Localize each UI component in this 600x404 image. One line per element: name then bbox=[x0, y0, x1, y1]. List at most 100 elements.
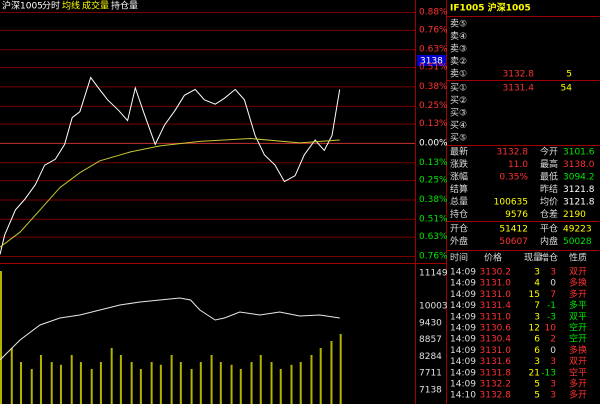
trade-price: 3131.0 bbox=[480, 312, 512, 322]
y-tick-label: 0.00% bbox=[419, 138, 448, 148]
volume-bar bbox=[159, 364, 162, 404]
volume-bar bbox=[250, 362, 253, 404]
stat-value: 100635 bbox=[494, 198, 528, 208]
volume-bar bbox=[270, 362, 273, 404]
tab[interactable]: 成交量 bbox=[82, 0, 109, 12]
trade-time: 14:09 bbox=[450, 324, 476, 334]
trade-volume: 12 bbox=[529, 324, 540, 334]
trade-change: 2 bbox=[550, 335, 556, 345]
stat-value: 49223 bbox=[563, 225, 592, 235]
volume-bar bbox=[330, 341, 333, 404]
stat-label: 内盘 bbox=[540, 235, 558, 247]
trade-time: 14:09 bbox=[450, 368, 476, 378]
volume-bar bbox=[179, 362, 182, 404]
y-tick-label: 0.25% bbox=[419, 101, 448, 111]
stat-value: 3121.8 bbox=[563, 198, 595, 208]
volume-bar bbox=[219, 362, 222, 404]
trade-time: 14:09 bbox=[450, 290, 476, 300]
stat-value: 3101.6 bbox=[563, 148, 595, 158]
trade-time: 14:09 bbox=[450, 268, 476, 278]
stat-label: 昨结 bbox=[540, 183, 558, 195]
y-tick-label: 0.76% bbox=[419, 25, 448, 35]
trade-volume: 21 bbox=[529, 368, 540, 378]
trade-time: 14:09 bbox=[450, 279, 476, 289]
trade-price: 3130.4 bbox=[480, 335, 512, 345]
symbol: 沪深1005 bbox=[2, 0, 43, 12]
trade-header: 价格 bbox=[484, 252, 502, 264]
volume-bar bbox=[239, 369, 242, 404]
trade-volume: 3 bbox=[534, 312, 540, 322]
trade-change: 7 bbox=[550, 290, 556, 300]
trade-price: 3131.6 bbox=[480, 357, 512, 367]
y-tick-label: 0.63% bbox=[419, 45, 448, 55]
stat-value: 2190 bbox=[563, 210, 586, 220]
book-volume: 54 bbox=[561, 84, 573, 94]
trade-volume: 5 bbox=[534, 380, 540, 390]
volume-bar bbox=[50, 362, 53, 404]
y-tick-label: 0.51% bbox=[419, 63, 448, 73]
trade-type: 双开 bbox=[569, 356, 587, 367]
volume-bar bbox=[259, 355, 262, 404]
volume-bar bbox=[319, 348, 322, 404]
book-label: 卖⑤ bbox=[450, 19, 467, 30]
volume-bar bbox=[19, 362, 22, 404]
trade-price: 3131.0 bbox=[480, 346, 512, 356]
trade-time: 14:09 bbox=[450, 312, 476, 322]
stat-value: 3132.8 bbox=[497, 148, 529, 158]
book-label: 卖① bbox=[450, 69, 467, 80]
y-tick-label: 0.38% bbox=[419, 195, 448, 205]
stat-value: 11.0 bbox=[508, 160, 528, 170]
tab[interactable]: 分时 bbox=[42, 0, 60, 12]
stat-label: 持仓 bbox=[450, 208, 468, 220]
trade-type: 多换 bbox=[569, 277, 587, 289]
book-label: 卖② bbox=[450, 56, 467, 67]
tab[interactable]: 均线 bbox=[62, 0, 80, 12]
trade-change: 0 bbox=[550, 279, 556, 289]
book-label: 卖③ bbox=[450, 44, 467, 55]
trade-header: 现量 bbox=[524, 253, 542, 264]
trade-type: 空平 bbox=[569, 366, 587, 378]
trade-price: 3131.0 bbox=[480, 290, 512, 300]
trade-time: 14:09 bbox=[450, 346, 476, 356]
volume-bar bbox=[59, 364, 62, 404]
trade-change: 3 bbox=[550, 380, 556, 390]
volume-bar bbox=[30, 369, 33, 404]
trade-header: 增仓 bbox=[540, 252, 558, 264]
trade-change: -13 bbox=[541, 368, 556, 378]
stat-label: 涨幅 bbox=[450, 171, 468, 183]
stat-value: 3138.0 bbox=[563, 160, 595, 170]
trade-volume: 5 bbox=[534, 391, 540, 401]
trade-time: 14:09 bbox=[450, 301, 476, 311]
y-tick-label: 7711 bbox=[419, 369, 442, 379]
volume-bar bbox=[150, 362, 153, 404]
stat-label: 最高 bbox=[540, 158, 558, 170]
stat-label: 最低 bbox=[540, 171, 558, 183]
trade-type: 多换 bbox=[569, 344, 587, 356]
volume-bar bbox=[279, 369, 282, 404]
y-tick-label: 7138 bbox=[419, 385, 442, 395]
trade-price: 3130.2 bbox=[480, 268, 512, 278]
series-line bbox=[0, 297, 340, 361]
stat-label: 最新 bbox=[450, 146, 468, 158]
volume-bar bbox=[170, 355, 173, 404]
volume-bar bbox=[10, 348, 13, 404]
volume-bar bbox=[39, 355, 42, 404]
volume-bar bbox=[0, 271, 2, 404]
y-tick-label: 0.13% bbox=[419, 119, 448, 129]
volume-bar bbox=[339, 334, 342, 404]
trade-time: 14:09 bbox=[450, 357, 476, 367]
trade-price: 3132.8 bbox=[480, 391, 512, 401]
trade-time: 14:10 bbox=[450, 391, 476, 401]
stat-label: 平仓 bbox=[540, 223, 558, 235]
stat-value: 3094.2 bbox=[563, 173, 595, 183]
stat-label: 涨跌 bbox=[450, 159, 468, 170]
y-tick-label: 0.38% bbox=[419, 82, 448, 92]
y-tick-label: 9430 bbox=[419, 318, 442, 328]
cursor-box bbox=[417, 55, 446, 66]
tab[interactable]: 持仓量 bbox=[111, 0, 138, 12]
book-label: 卖④ bbox=[450, 31, 467, 42]
trade-time: 14:09 bbox=[450, 380, 476, 390]
stat-label: 均价 bbox=[540, 196, 558, 208]
cursor-price: 3138 bbox=[420, 57, 443, 67]
